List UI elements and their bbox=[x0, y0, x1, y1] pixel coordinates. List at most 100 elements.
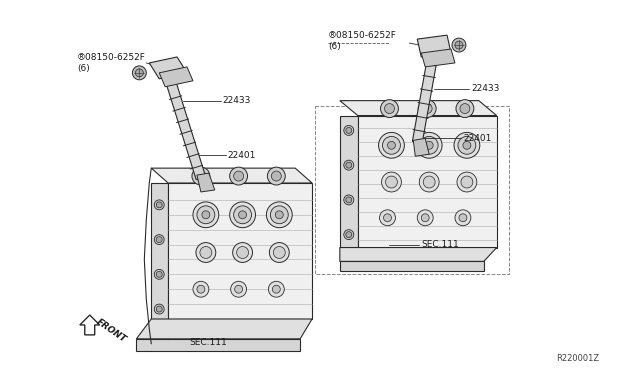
Text: 22433: 22433 bbox=[223, 96, 251, 105]
Circle shape bbox=[383, 214, 392, 222]
Circle shape bbox=[233, 243, 253, 262]
Circle shape bbox=[419, 100, 436, 118]
Circle shape bbox=[197, 206, 215, 224]
Circle shape bbox=[196, 243, 216, 262]
Circle shape bbox=[193, 202, 219, 228]
Text: R220001Z: R220001Z bbox=[556, 354, 599, 363]
Circle shape bbox=[460, 104, 470, 113]
Circle shape bbox=[273, 285, 280, 293]
Circle shape bbox=[268, 281, 284, 297]
Circle shape bbox=[457, 172, 477, 192]
Circle shape bbox=[344, 195, 354, 205]
Circle shape bbox=[381, 100, 399, 118]
Polygon shape bbox=[166, 81, 205, 179]
Circle shape bbox=[346, 197, 352, 203]
Circle shape bbox=[423, 176, 435, 188]
Polygon shape bbox=[417, 35, 451, 57]
Circle shape bbox=[154, 304, 164, 314]
Circle shape bbox=[235, 285, 243, 293]
Circle shape bbox=[458, 137, 476, 154]
Polygon shape bbox=[340, 262, 484, 271]
Text: ®08150-6252F
(6): ®08150-6252F (6) bbox=[77, 53, 146, 73]
Polygon shape bbox=[421, 49, 455, 67]
Circle shape bbox=[154, 269, 164, 279]
Circle shape bbox=[273, 247, 285, 259]
Polygon shape bbox=[151, 168, 312, 183]
Circle shape bbox=[239, 211, 246, 219]
Circle shape bbox=[156, 306, 162, 312]
Circle shape bbox=[154, 200, 164, 210]
Circle shape bbox=[200, 247, 212, 259]
Text: 22401: 22401 bbox=[463, 134, 492, 143]
Polygon shape bbox=[340, 101, 497, 116]
Polygon shape bbox=[413, 138, 429, 156]
Circle shape bbox=[237, 247, 248, 259]
Circle shape bbox=[193, 281, 209, 297]
Circle shape bbox=[383, 137, 401, 154]
Circle shape bbox=[346, 232, 352, 238]
Circle shape bbox=[197, 285, 205, 293]
Polygon shape bbox=[340, 247, 497, 262]
Circle shape bbox=[156, 271, 162, 277]
Circle shape bbox=[196, 171, 206, 181]
Circle shape bbox=[344, 160, 354, 170]
Circle shape bbox=[417, 210, 433, 226]
Polygon shape bbox=[159, 67, 193, 87]
Circle shape bbox=[380, 210, 396, 226]
Polygon shape bbox=[168, 183, 312, 319]
Text: 22433: 22433 bbox=[471, 84, 499, 93]
Circle shape bbox=[271, 171, 282, 181]
Circle shape bbox=[269, 243, 289, 262]
Circle shape bbox=[270, 206, 288, 224]
Text: FRONT: FRONT bbox=[95, 317, 128, 344]
Polygon shape bbox=[80, 315, 100, 335]
Circle shape bbox=[381, 172, 401, 192]
Circle shape bbox=[230, 167, 248, 185]
Circle shape bbox=[387, 141, 396, 149]
Circle shape bbox=[425, 141, 433, 149]
Text: SEC.111: SEC.111 bbox=[189, 338, 227, 347]
Polygon shape bbox=[136, 319, 312, 339]
Polygon shape bbox=[149, 57, 187, 79]
Circle shape bbox=[346, 128, 352, 134]
Circle shape bbox=[192, 167, 210, 185]
Text: SEC.111: SEC.111 bbox=[421, 240, 459, 249]
Circle shape bbox=[268, 167, 285, 185]
Circle shape bbox=[385, 104, 394, 113]
Text: 22401: 22401 bbox=[228, 151, 256, 160]
Circle shape bbox=[156, 202, 162, 208]
Circle shape bbox=[202, 211, 210, 219]
Polygon shape bbox=[136, 339, 300, 351]
Circle shape bbox=[234, 206, 252, 224]
Circle shape bbox=[344, 230, 354, 240]
Circle shape bbox=[459, 214, 467, 222]
Circle shape bbox=[419, 172, 439, 192]
Circle shape bbox=[454, 132, 480, 158]
Circle shape bbox=[455, 41, 463, 49]
Circle shape bbox=[422, 104, 432, 113]
Circle shape bbox=[378, 132, 404, 158]
Circle shape bbox=[416, 132, 442, 158]
Text: ®08150-6252F
(6): ®08150-6252F (6) bbox=[328, 31, 397, 51]
Polygon shape bbox=[358, 116, 497, 247]
Circle shape bbox=[344, 125, 354, 135]
Circle shape bbox=[463, 141, 471, 149]
Polygon shape bbox=[340, 116, 358, 262]
Circle shape bbox=[452, 38, 466, 52]
Circle shape bbox=[461, 176, 473, 188]
Circle shape bbox=[385, 176, 397, 188]
Circle shape bbox=[156, 237, 162, 243]
Polygon shape bbox=[151, 183, 168, 344]
Circle shape bbox=[234, 171, 244, 181]
Circle shape bbox=[275, 211, 284, 219]
Circle shape bbox=[230, 281, 246, 297]
Circle shape bbox=[421, 214, 429, 222]
Circle shape bbox=[456, 100, 474, 118]
Circle shape bbox=[132, 66, 147, 80]
Circle shape bbox=[136, 69, 143, 77]
Circle shape bbox=[230, 202, 255, 228]
Circle shape bbox=[346, 162, 352, 168]
Polygon shape bbox=[412, 64, 436, 143]
Circle shape bbox=[154, 235, 164, 244]
Polygon shape bbox=[197, 173, 215, 192]
